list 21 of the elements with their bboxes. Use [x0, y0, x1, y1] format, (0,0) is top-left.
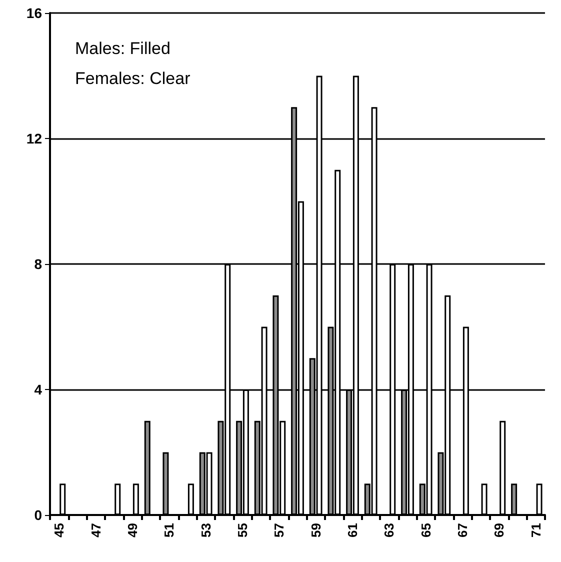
x-tick-label: 55: [235, 523, 250, 538]
x-tick-label: 45: [52, 523, 67, 538]
x-tick-label: 69: [492, 523, 507, 538]
x-tick-label: 67: [455, 523, 470, 538]
y-tick-label: 4: [34, 382, 42, 398]
x-tick-label: 63: [382, 523, 397, 538]
y-tick-label: 8: [34, 256, 42, 272]
y-tick-label: 12: [26, 130, 42, 146]
x-tick-label: 57: [272, 523, 287, 538]
x-tick-label: 51: [162, 523, 177, 538]
x-tick-label: 49: [125, 523, 140, 538]
annotation: Males: Filled: [75, 39, 170, 58]
x-tick-label: 59: [308, 523, 324, 538]
x-tick-label: 53: [198, 523, 214, 538]
x-tick-label: 47: [88, 523, 104, 538]
x-tick-label: 71: [528, 523, 544, 538]
x-tick-label: 65: [418, 523, 434, 538]
x-tick-label: 61: [345, 523, 360, 538]
y-tick-label: 16: [26, 5, 42, 21]
y-tick-label: 0: [34, 507, 42, 523]
annotation: Females: Clear: [75, 69, 191, 88]
